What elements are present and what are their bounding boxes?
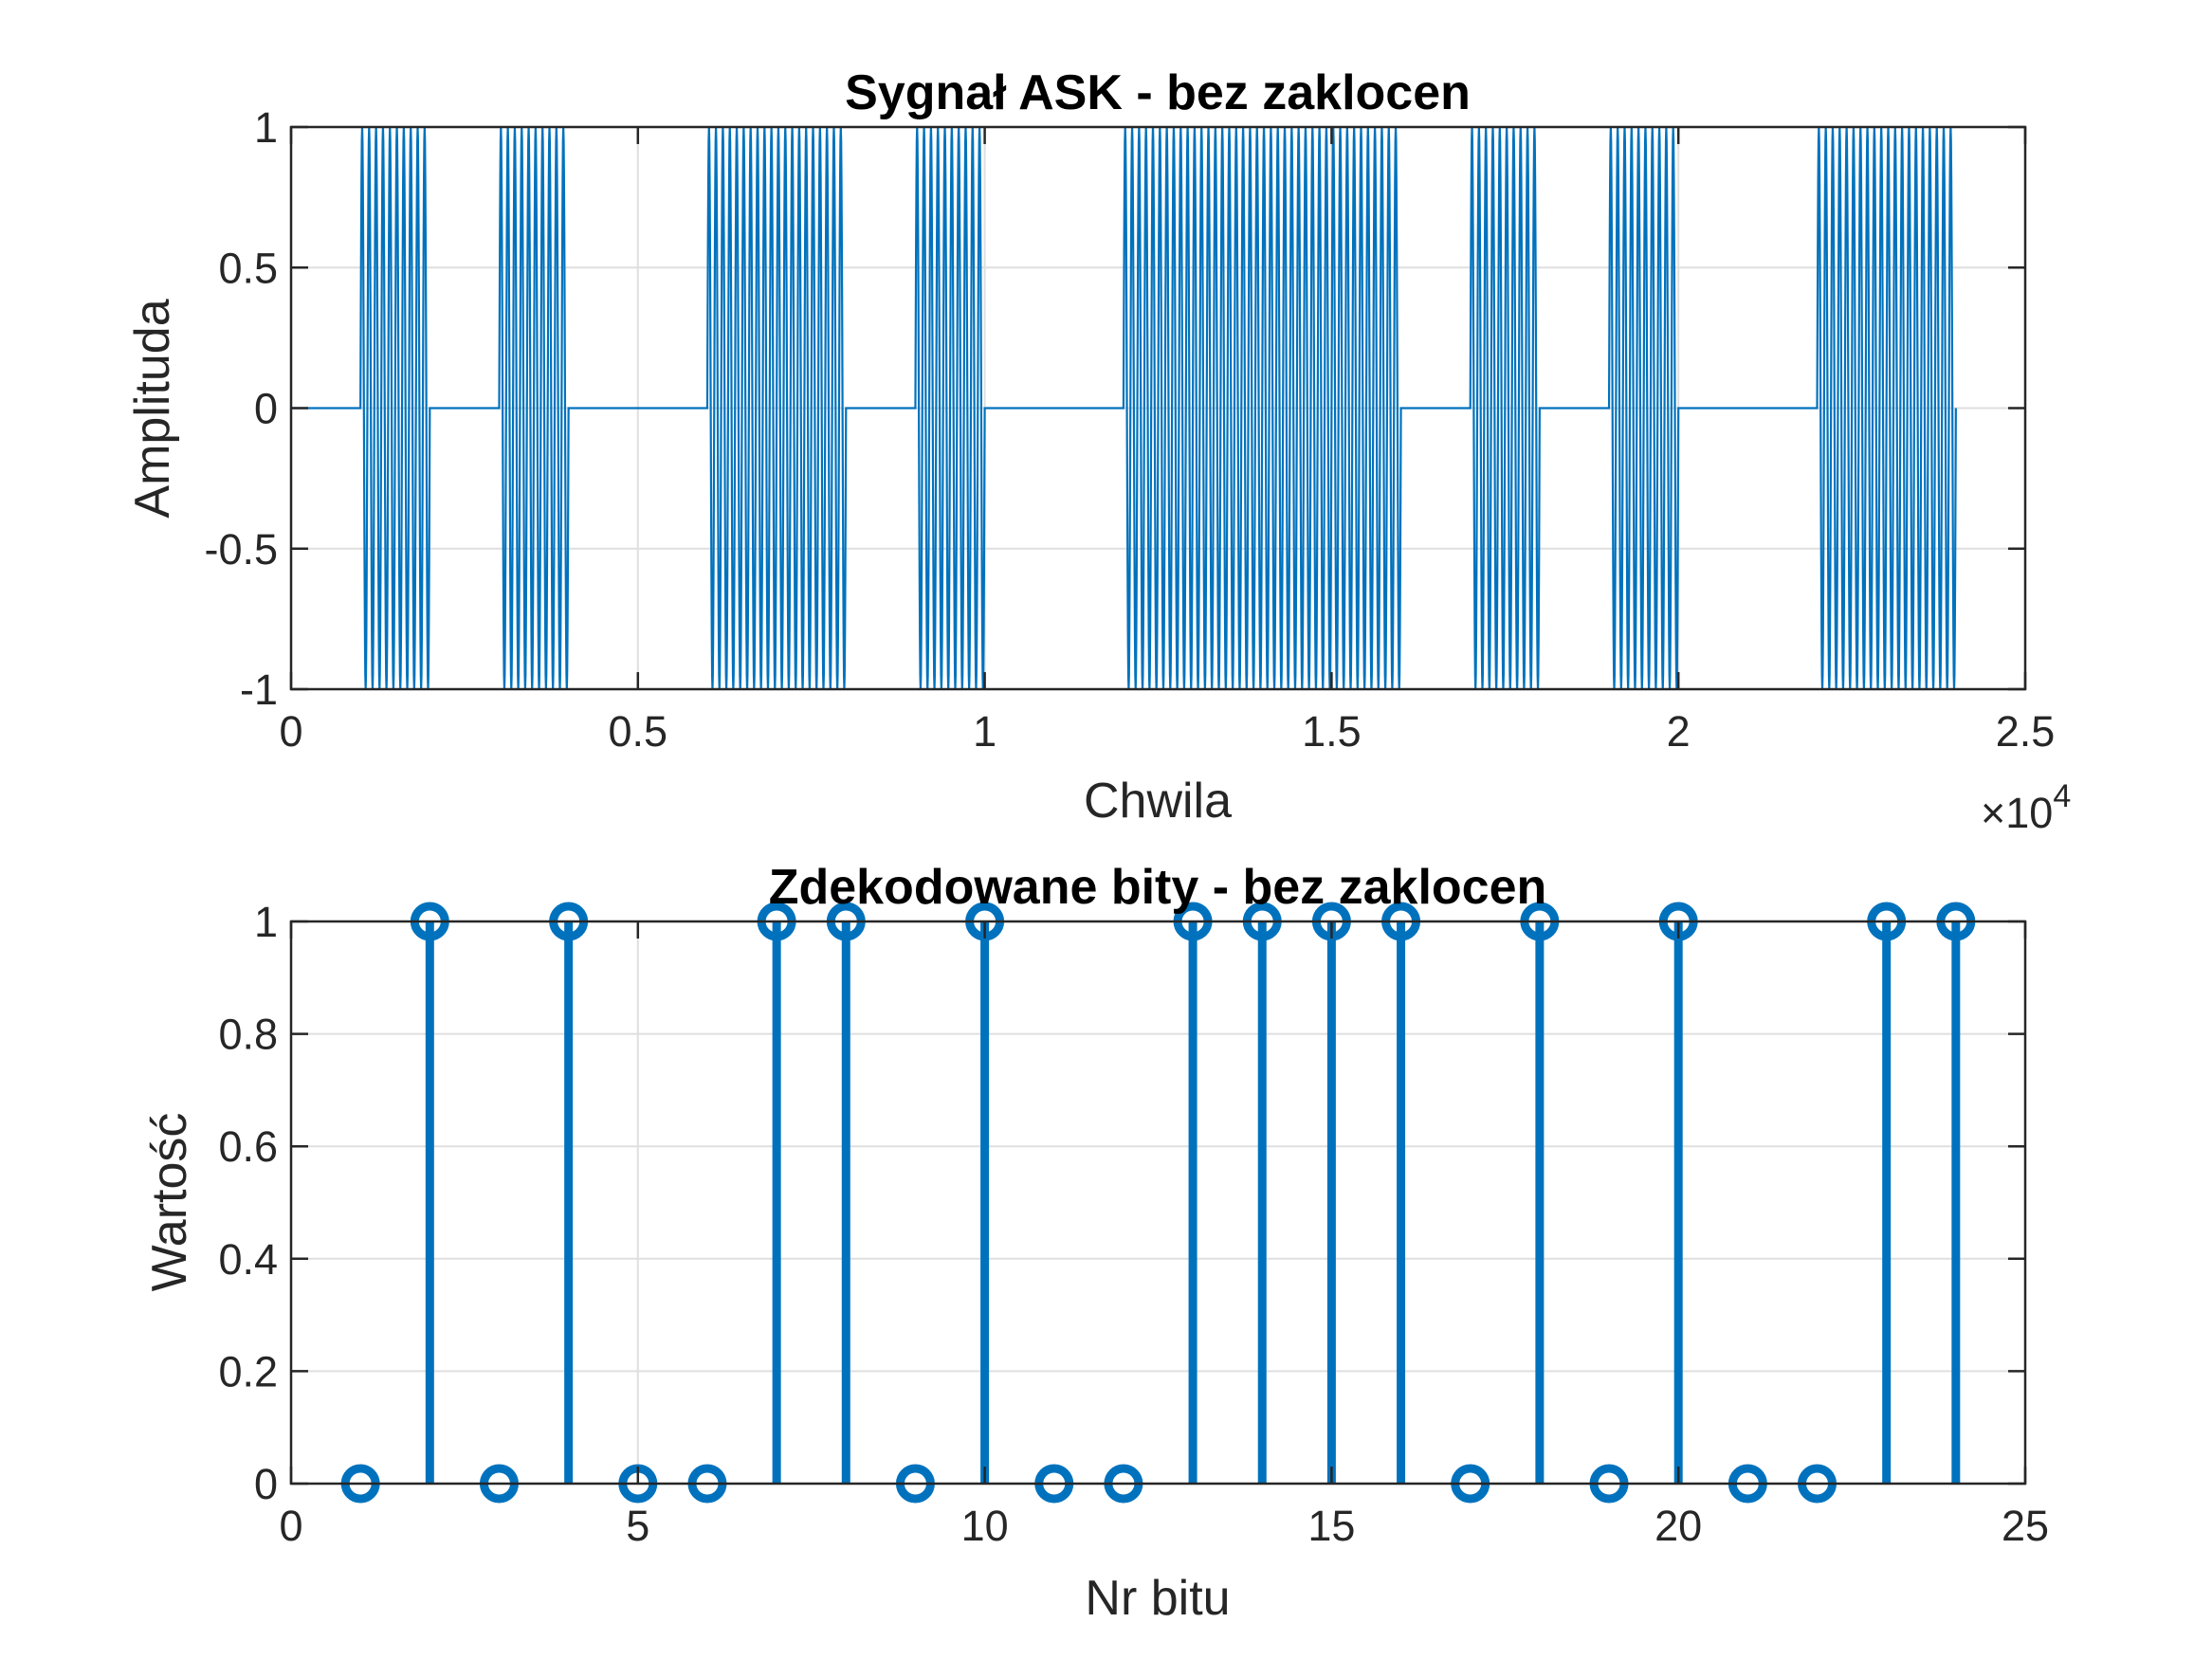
decoded-bits-axes: 0 5 10 15 20 25 0 0.2 0.4 0.6 0.8 1 Zdekodowane bit… <box>142 860 2049 1626</box>
ask-x-axis-label: Chwila <box>1084 774 1232 829</box>
bits-x-tick-label: 10 <box>961 1502 1009 1550</box>
ask-y-tick-label: 1 <box>254 103 278 152</box>
ask-x-tick-label: 0.5 <box>609 707 668 756</box>
ask-y-tick-label: -1 <box>240 665 278 714</box>
bits-axes-frame <box>289 920 2027 1486</box>
bits-y-axis-label: Wartość <box>142 1113 197 1292</box>
ask-axes-frame <box>289 125 2027 691</box>
ask-y-tick-label: -0.5 <box>204 525 278 574</box>
ask-signal-line <box>291 126 1957 690</box>
ask-y-tick-label: 0 <box>254 385 278 433</box>
bits-y-tick-label: 0 <box>254 1460 278 1508</box>
ask-x-tick-label: 1.5 <box>1302 707 1362 756</box>
bits-y-tick-label: 0.6 <box>218 1122 278 1171</box>
bits-x-axis-label: Nr bitu <box>1085 1571 1230 1626</box>
bits-x-tick-label: 5 <box>626 1502 649 1550</box>
ask-x-exponent-label: ×104 <box>1981 778 2071 837</box>
bits-y-tick-label: 0.2 <box>218 1347 278 1395</box>
ask-y-axis-label: Amplituda <box>125 299 180 518</box>
bits-y-tick-label: 1 <box>254 898 278 946</box>
bits-x-tick-label: 0 <box>279 1502 302 1550</box>
bits-x-tick-label: 15 <box>1307 1502 1355 1550</box>
ask-x-tick-label: 2 <box>1667 707 1691 756</box>
bits-x-tick-label: 25 <box>2002 1502 2049 1550</box>
ask-x-tick-label: 1 <box>973 707 996 756</box>
ask-x-tick-label: 0 <box>279 707 302 756</box>
ask-y-tick-label: 0.5 <box>218 244 278 292</box>
ask-x-tick-label: 2.5 <box>1996 707 2056 756</box>
bits-y-tick-label: 0.8 <box>218 1011 278 1059</box>
ask-chart-title: Sygnał ASK - bez zaklocen <box>845 65 1471 120</box>
ask-signal-axes: 0 0.5 1 1.5 2 2.5 -1 -0.5 0 0.5 1 Sygnał ASK - bez… <box>125 65 2071 837</box>
bits-x-tick-label: 20 <box>1654 1502 1702 1550</box>
bits-y-tick-label: 0.4 <box>218 1235 278 1284</box>
bits-chart-title: Zdekodowane bity - bez zaklocen <box>769 860 1547 915</box>
